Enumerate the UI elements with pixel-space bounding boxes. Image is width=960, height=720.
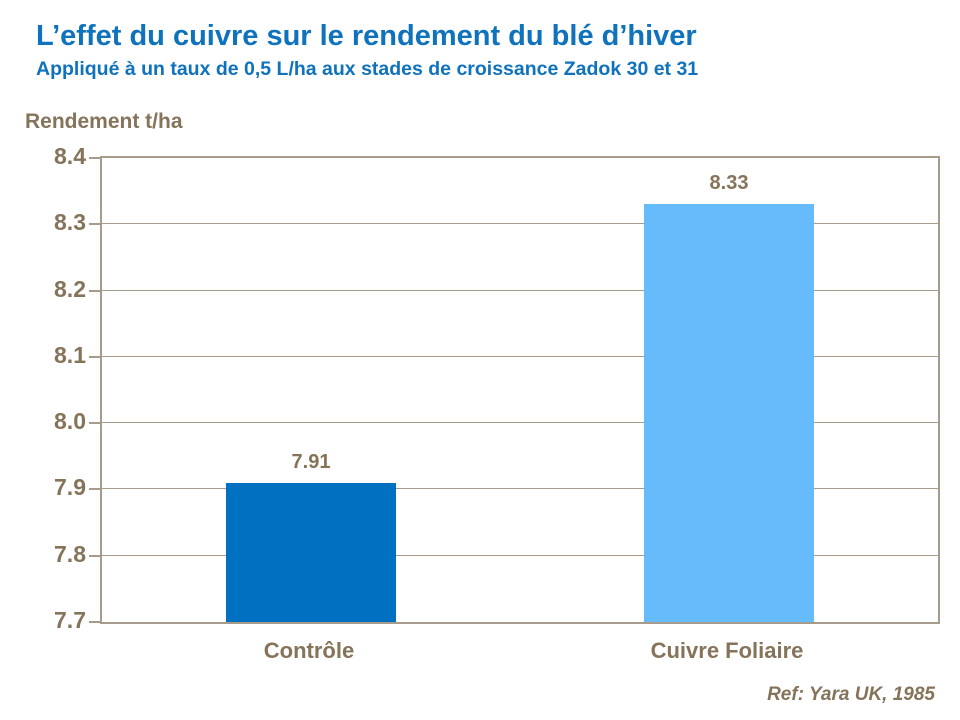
gridline (102, 223, 938, 224)
y-axis-tick (89, 555, 100, 557)
y-axis-tick (89, 157, 100, 159)
y-axis-title: Rendement t/ha (25, 110, 183, 133)
gridline (102, 422, 938, 423)
y-tick-label: 7.7 (54, 607, 86, 633)
reference-text: Ref: Yara UK, 1985 (767, 684, 935, 705)
chart-title: L’effet du cuivre sur le rendement du bl… (36, 20, 697, 52)
bar-value-cuivre-foliaire: 8.33 (709, 172, 749, 194)
y-tick-label: 8.0 (54, 408, 86, 434)
bar-controle (226, 483, 396, 622)
y-tick-label: 8.3 (54, 209, 86, 235)
y-axis-tick (89, 621, 100, 623)
y-axis-tick (89, 223, 100, 225)
gridline (102, 290, 938, 291)
y-axis-tick (89, 356, 100, 358)
y-axis-tick (89, 488, 100, 490)
y-axis-tick (89, 290, 100, 292)
y-tick-label: 8.2 (54, 276, 86, 302)
gridline (102, 488, 938, 489)
y-tick-label: 8.1 (54, 342, 86, 368)
chart-subtitle: Appliqué à un taux de 0,5 L/ha aux stade… (36, 58, 699, 80)
y-tick-label: 8.4 (54, 143, 86, 169)
y-tick-label: 7.9 (54, 474, 86, 500)
plot-area: 7.91 8.33 (89, 156, 940, 624)
gridline (102, 555, 938, 556)
y-tick-label: 7.8 (54, 541, 86, 567)
gridline (102, 356, 938, 357)
y-axis-tick (89, 422, 100, 424)
x-axis-labels: Contrôle Cuivre Foliaire (100, 638, 940, 668)
y-axis-labels: 8.4 8.3 8.2 8.1 8.0 7.9 7.8 7.7 (0, 143, 86, 633)
x-axis-label-controle: Contrôle (263, 638, 355, 663)
bar-cuivre-foliaire (644, 204, 814, 622)
x-axis-label-cuivre-foliaire: Cuivre Foliaire (650, 638, 804, 663)
bar-value-controle: 7.91 (291, 451, 331, 473)
